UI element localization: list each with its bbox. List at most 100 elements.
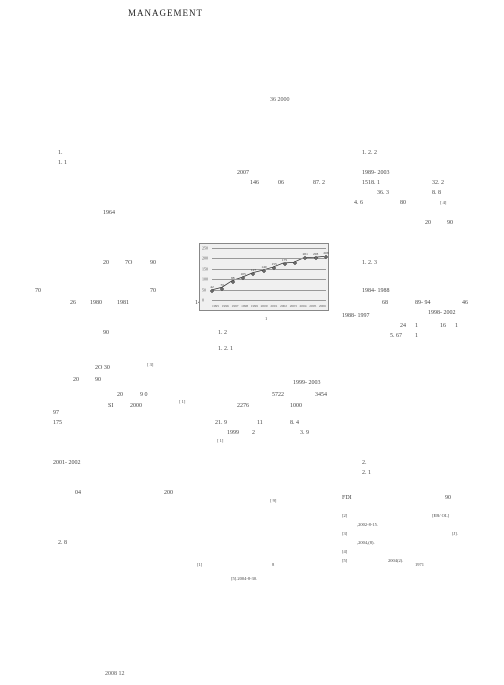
footer-date: 2008 12 bbox=[105, 671, 125, 677]
chart-caption: 1 bbox=[265, 316, 267, 321]
t-fdi: FDI bbox=[342, 495, 352, 501]
chart-x-tick: 1997 bbox=[231, 304, 238, 308]
ref-r3: [3] bbox=[342, 531, 347, 536]
n-15181: 1518. 1 bbox=[362, 180, 380, 186]
n-1c: 1 bbox=[415, 333, 418, 339]
y-1998-2002: 1998- 2002 bbox=[428, 310, 456, 316]
chart-x-tick: 1998 bbox=[241, 304, 248, 308]
chart-grid-line bbox=[212, 300, 326, 301]
chart-marker-label: 155 bbox=[272, 262, 277, 266]
chart-x-tick: 2002 bbox=[280, 304, 287, 308]
t-90d: 9 0 bbox=[140, 392, 148, 398]
t-90b: 90 bbox=[103, 330, 109, 336]
ref-ebol: [EB/ OL] bbox=[432, 513, 449, 518]
chart-x-tick: 2001 bbox=[270, 304, 277, 308]
chart-marker-label: 203 bbox=[313, 252, 318, 256]
t-70b: 70 bbox=[35, 288, 41, 294]
ref-r5b: [5] bbox=[342, 558, 347, 563]
chart-marker bbox=[210, 289, 214, 293]
ref-1a: [ 1] bbox=[179, 399, 185, 404]
chart-marker-label: 88 bbox=[231, 276, 235, 280]
t-26: 26 bbox=[70, 300, 76, 306]
t-70c: 70 bbox=[150, 288, 156, 294]
chart-y-tick: 0 bbox=[202, 298, 204, 303]
chart-marker bbox=[251, 271, 255, 275]
t-200: 200 bbox=[164, 490, 173, 496]
issue-meta: 36 2000 bbox=[270, 97, 290, 103]
y-1999: 1999 bbox=[227, 430, 239, 436]
sec-2: 2. bbox=[362, 460, 367, 466]
chart-y-tick: 200 bbox=[202, 256, 208, 261]
chart-marker-label: 55 bbox=[221, 283, 225, 287]
t-97: 97 bbox=[53, 410, 59, 416]
y-2000: 2000 bbox=[130, 403, 142, 409]
chart-x-tick: 2006 bbox=[319, 304, 326, 308]
t-70: 7O bbox=[125, 260, 132, 266]
line-chart: 0501001502002501995199619971998199920002… bbox=[199, 243, 329, 311]
ref-j: [J]. bbox=[452, 531, 458, 536]
chart-marker-label: 175 bbox=[282, 258, 287, 262]
chart-x-tick: 2004 bbox=[299, 304, 306, 308]
chart-grid-line bbox=[212, 248, 326, 249]
chart-marker-label: 140 bbox=[261, 265, 266, 269]
chart-marker-label: 42 bbox=[210, 285, 214, 289]
chart-grid-line bbox=[212, 258, 326, 259]
d-2004b: 2004(2). bbox=[388, 558, 403, 563]
n-46: 4. 6 bbox=[354, 200, 363, 206]
n-84: 8. 4 bbox=[290, 420, 299, 426]
chart-marker bbox=[314, 256, 318, 260]
sec-1: 1. bbox=[58, 150, 63, 156]
chart-marker bbox=[262, 269, 266, 273]
chart-x-tick: 2005 bbox=[309, 304, 316, 308]
t-175: 175 bbox=[53, 420, 62, 426]
t-04: 04 bbox=[75, 490, 81, 496]
t-20c: 20 bbox=[117, 392, 123, 398]
sec-1-1: 1. 1 bbox=[58, 160, 67, 166]
n-5722: 5722 bbox=[272, 392, 284, 398]
n-8994: 89- 94 bbox=[415, 300, 431, 306]
sec-2-1: 2. 1 bbox=[362, 470, 371, 476]
chart-marker-label: 105 bbox=[240, 272, 245, 276]
chart-marker bbox=[282, 261, 286, 265]
n-3454: 3454 bbox=[315, 392, 327, 398]
fig-06: 06 bbox=[278, 180, 284, 186]
n-363: 36. 3 bbox=[377, 190, 389, 196]
n-68: 68 bbox=[382, 300, 388, 306]
ref-mid-1: [ 1] bbox=[217, 438, 223, 443]
chart-marker bbox=[231, 280, 235, 284]
y-1999-2003: 1999- 2003 bbox=[293, 380, 321, 386]
n-1971: 1971 bbox=[415, 562, 424, 567]
n-80: 80 bbox=[400, 200, 406, 206]
n-11: 11 bbox=[257, 420, 263, 426]
n-39: 3. 9 bbox=[300, 430, 309, 436]
ref-r4b: [4] bbox=[342, 549, 347, 554]
t-90: 90 bbox=[150, 260, 156, 266]
cite-5: [5].2004-8-30. bbox=[231, 576, 257, 581]
r-90: 90 bbox=[447, 220, 453, 226]
fig-146: 146 bbox=[250, 180, 259, 186]
n-2276: 2276 bbox=[237, 403, 249, 409]
t-28: 2. 8 bbox=[58, 540, 67, 546]
fig-872: 87. 2 bbox=[313, 180, 325, 186]
sec-1-2-3: 1. 2. 3 bbox=[362, 260, 377, 266]
chart-grid-line bbox=[212, 290, 326, 291]
sec-1-2-1: 1. 2. 1 bbox=[218, 346, 233, 352]
t-si: SI bbox=[108, 403, 113, 409]
chart-x-tick: 2000 bbox=[261, 304, 268, 308]
chart-marker bbox=[303, 256, 307, 260]
ref-r2: [2] bbox=[342, 513, 347, 518]
n-46b: 46 bbox=[462, 300, 468, 306]
chart-y-tick: 150 bbox=[202, 266, 208, 271]
n-1b: 1 bbox=[455, 323, 458, 329]
year-2007: 2007 bbox=[237, 170, 249, 176]
sec-1-2-2: 1. 2. 2 bbox=[362, 150, 377, 156]
t-2030: 2O 30 bbox=[95, 365, 110, 371]
chart-y-tick: 100 bbox=[202, 277, 208, 282]
t-20b: 20 bbox=[73, 377, 79, 383]
y-1984-1988: 1984- 1988 bbox=[362, 288, 390, 294]
d-2002: ,2002-8-15. bbox=[357, 522, 378, 527]
page-header: MANAGEMENT bbox=[128, 8, 203, 18]
chart-marker-label: 208 bbox=[323, 251, 328, 255]
ref-1b: [1] bbox=[197, 562, 202, 567]
n-1000: 1000 bbox=[290, 403, 302, 409]
